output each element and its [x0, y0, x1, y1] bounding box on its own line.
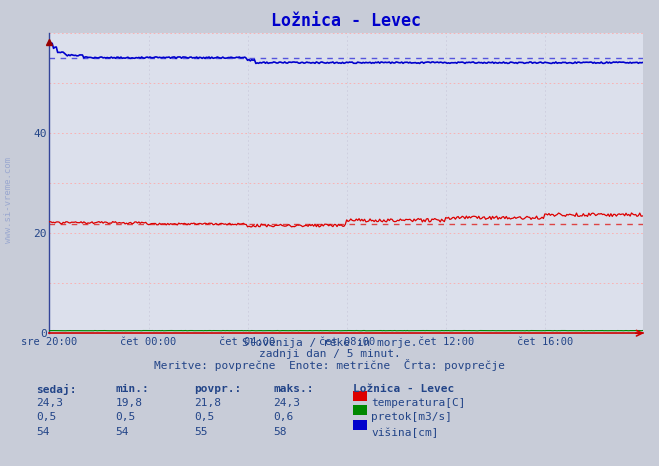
- Text: Meritve: povprečne  Enote: metrične  Črta: povprečje: Meritve: povprečne Enote: metrične Črta:…: [154, 359, 505, 371]
- Text: 24,3: 24,3: [36, 398, 63, 408]
- Text: 54: 54: [115, 427, 129, 437]
- Text: Slovenija / reke in morje.: Slovenija / reke in morje.: [242, 338, 417, 348]
- Text: 58: 58: [273, 427, 287, 437]
- Title: Ložnica - Levec: Ložnica - Levec: [271, 12, 421, 30]
- Text: 0,5: 0,5: [115, 412, 136, 422]
- Text: povpr.:: povpr.:: [194, 384, 242, 394]
- Text: min.:: min.:: [115, 384, 149, 394]
- Text: maks.:: maks.:: [273, 384, 314, 394]
- Text: 19,8: 19,8: [115, 398, 142, 408]
- Text: višina[cm]: višina[cm]: [371, 427, 438, 438]
- Text: sedaj:: sedaj:: [36, 384, 76, 396]
- Text: 0,6: 0,6: [273, 412, 294, 422]
- Text: 0,5: 0,5: [36, 412, 57, 422]
- Text: zadnji dan / 5 minut.: zadnji dan / 5 minut.: [258, 350, 401, 359]
- Text: www.si-vreme.com: www.si-vreme.com: [4, 158, 13, 243]
- Text: 55: 55: [194, 427, 208, 437]
- Text: 21,8: 21,8: [194, 398, 221, 408]
- Text: 24,3: 24,3: [273, 398, 301, 408]
- Text: pretok[m3/s]: pretok[m3/s]: [371, 412, 452, 422]
- Text: temperatura[C]: temperatura[C]: [371, 398, 465, 408]
- Text: Ložnica - Levec: Ložnica - Levec: [353, 384, 454, 394]
- Text: 0,5: 0,5: [194, 412, 215, 422]
- Text: 54: 54: [36, 427, 49, 437]
